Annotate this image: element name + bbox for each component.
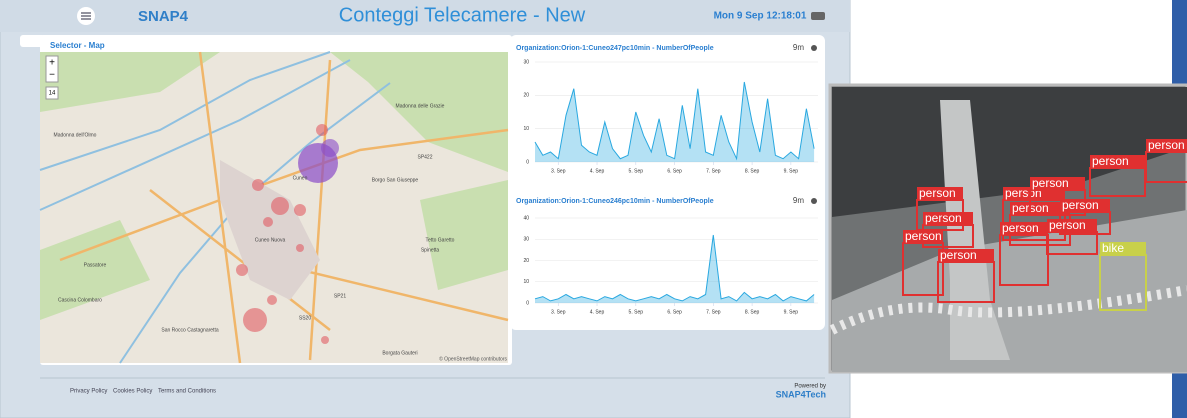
- y-tick-label: 30: [523, 59, 529, 65]
- map-place-label: Passatore: [84, 262, 107, 268]
- camera-image: person person person person person person pers…: [830, 85, 1187, 372]
- map-bubble[interactable]: [321, 139, 339, 157]
- footer-link[interactable]: Cookies Policy: [113, 389, 152, 395]
- x-tick-label: 3. Sep: [551, 309, 566, 315]
- chart-title: Organization:Orion-1:Cuneo246pc10min - N…: [516, 198, 714, 205]
- map-place-label: Cascina Colombaro: [58, 297, 102, 303]
- detection-label: person: [1092, 154, 1129, 168]
- fullscreen-icon[interactable]: [811, 12, 825, 20]
- x-tick-label: 7. Sep: [706, 168, 721, 174]
- y-tick-label: 20: [523, 93, 529, 99]
- x-tick-label: 8. Sep: [745, 309, 760, 315]
- detection-label: person: [1002, 221, 1039, 235]
- map-place-label: Madonna delle Grazie: [396, 103, 445, 109]
- dashboard-title: Conteggi Telecamere - New: [339, 4, 586, 26]
- y-tick-label: 30: [523, 237, 529, 243]
- y-tick-label: 20: [523, 258, 529, 264]
- map-place-label: Borgata Gauteri: [382, 350, 417, 356]
- x-tick-label: 4. Sep: [590, 309, 605, 315]
- x-tick-label: 7. Sep: [706, 309, 721, 315]
- detection-label: person: [1049, 218, 1086, 232]
- y-tick-label: 40: [523, 215, 529, 221]
- detection-label: person: [925, 211, 962, 225]
- footer-link[interactable]: Privacy Policy: [70, 389, 107, 395]
- map-place-label: Spinetta: [421, 247, 440, 253]
- footer-link[interactable]: Terms and Conditions: [158, 389, 216, 395]
- map-place-label: SS20: [299, 315, 311, 321]
- map-place-label: Borgo San Giuseppe: [372, 177, 419, 183]
- x-tick-label: 6. Sep: [667, 168, 682, 174]
- map[interactable]: + − 14 © OpenStreetMap contributors Mado…: [40, 52, 508, 363]
- chart-age: 9m: [793, 196, 804, 205]
- x-tick-label: 3. Sep: [551, 168, 566, 174]
- chart-title: Organization:Orion-1:Cuneo247pc10min - N…: [516, 45, 714, 52]
- x-tick-label: 5. Sep: [629, 309, 644, 315]
- detection-label: person: [1148, 138, 1185, 152]
- x-tick-label: 9. Sep: [784, 168, 799, 174]
- zoom-in[interactable]: +: [49, 58, 55, 69]
- map-place-label: SP21: [334, 293, 346, 299]
- logo: SNAP4: [138, 8, 189, 25]
- attribution: © OpenStreetMap contributors: [439, 355, 507, 362]
- map-place-label: Cuneo: [293, 175, 308, 181]
- screen: SNAP4 Conteggi Telecamere - New Mon 9 Se…: [0, 0, 1187, 418]
- x-tick-label: 5. Sep: [629, 168, 644, 174]
- map-place-label: San Rocco Castagnaretta: [161, 327, 218, 333]
- x-tick-label: 8. Sep: [745, 168, 760, 174]
- map-place-label: Cuneo Nuova: [255, 237, 286, 243]
- chart-panel: [510, 35, 825, 330]
- y-tick-label: 0: [526, 300, 529, 306]
- y-tick-label: 0: [526, 159, 529, 165]
- y-tick-label: 10: [523, 279, 529, 285]
- detection-label: person: [905, 229, 942, 243]
- brand: SNAP4Tech: [776, 389, 826, 399]
- detection-label: person: [940, 248, 977, 262]
- chart-age: 9m: [793, 43, 804, 52]
- x-tick-label: 4. Sep: [590, 168, 605, 174]
- refresh-button[interactable]: [811, 198, 817, 204]
- map-place-label: Tetto Garetto: [426, 237, 455, 243]
- zoom-out[interactable]: −: [49, 70, 55, 81]
- detection-label: person: [1032, 176, 1069, 190]
- map-place-label: SP422: [417, 154, 432, 160]
- datetime: Mon 9 Sep 12:18:01: [714, 11, 807, 22]
- detection-label: person: [1062, 198, 1099, 212]
- map-place-label: Madonna dell'Olmo: [54, 132, 97, 138]
- detection-label: bike: [1102, 241, 1124, 255]
- page: SNAP4 Conteggi Telecamere - New Mon 9 Se…: [0, 0, 1187, 418]
- x-tick-label: 9. Sep: [784, 309, 799, 315]
- refresh-button[interactable]: [811, 45, 817, 51]
- y-tick-label: 10: [523, 126, 529, 132]
- detection-label: person: [919, 186, 956, 200]
- x-tick-label: 6. Sep: [667, 309, 682, 315]
- layer-button: 14: [49, 91, 56, 97]
- map-title: Selector - Map: [50, 41, 105, 50]
